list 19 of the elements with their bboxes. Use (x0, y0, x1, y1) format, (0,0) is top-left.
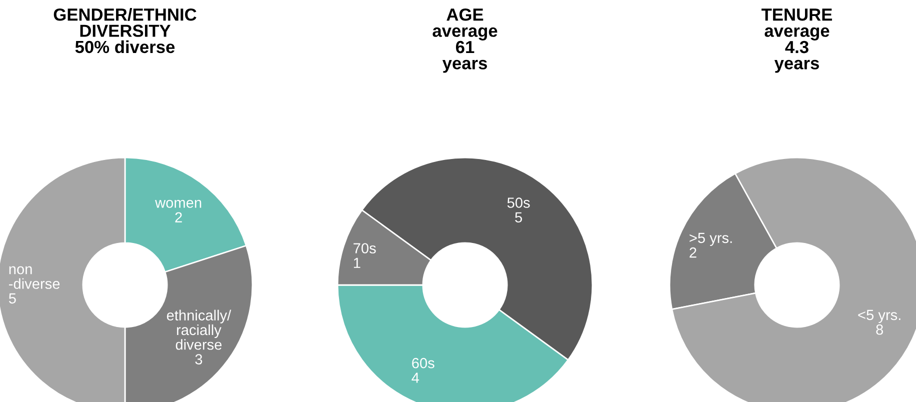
data-label: 5 (8, 293, 16, 304)
slice-label: <5 yrs. (858, 310, 900, 323)
slice-label: 60s (412, 358, 434, 368)
chart-title: TENURE average 4.3 years (762, 8, 832, 73)
slice-label: ethnically/ racially diverse (166, 310, 232, 350)
slice-label: women (155, 200, 202, 208)
slice-label: 50s (507, 198, 530, 208)
data-label: 1 (354, 258, 360, 268)
data-label: 2 (690, 247, 696, 258)
data-label: 4 (412, 372, 420, 383)
data-label: 3 (195, 354, 202, 364)
data-label: 5 (515, 212, 522, 223)
data-label: 2 (175, 212, 182, 222)
slice-label: non -diverse (9, 266, 60, 289)
slice-label: >5 yrs. (690, 232, 732, 246)
chart-title: GENDER/ETHNIC DIVERSITY 50% diverse (54, 8, 196, 54)
chart-title: AGE average 61 years (432, 8, 498, 73)
data-label: 8 (876, 324, 884, 335)
slice-label: 70s (354, 243, 376, 254)
